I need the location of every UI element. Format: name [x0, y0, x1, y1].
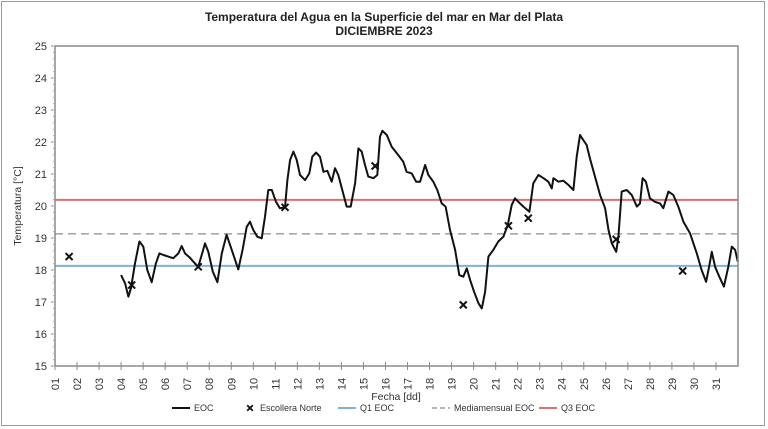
- data-point-escollera-norte: [370, 161, 380, 171]
- x-tick-label: 09: [226, 378, 238, 390]
- x-tick-label: 02: [72, 378, 84, 390]
- series-layer: [64, 129, 739, 310]
- data-point-escollera-norte: [459, 300, 468, 310]
- x-tick-label: 03: [94, 378, 106, 390]
- x-tick-label: 14: [336, 378, 348, 390]
- x-axis-label: Fecha [dd]: [371, 391, 421, 403]
- y-tick-label: 15: [35, 361, 47, 373]
- y-tick-label: 19: [35, 233, 47, 245]
- x-tick-label: 20: [469, 378, 481, 390]
- chart-subtitle: DICIEMBRE 2023: [335, 24, 433, 38]
- data-point-escollera-norte: [64, 252, 74, 261]
- data-point-escollera-norte: [611, 235, 621, 244]
- x-tick-label: 22: [513, 378, 525, 390]
- x-tick-label: 27: [623, 378, 635, 390]
- legend-label: EOC: [194, 403, 214, 413]
- x-tick-label: 17: [403, 378, 415, 390]
- x-tick-label: 05: [138, 378, 150, 390]
- x-tick-label: 26: [601, 378, 613, 390]
- x-tick-label: 31: [711, 378, 723, 390]
- x-tick-label: 29: [667, 378, 679, 390]
- x-tick-label: 28: [645, 378, 657, 390]
- x-tick-label: 01: [50, 378, 62, 390]
- legend-label: Escollera Norte: [260, 403, 322, 413]
- x-tick-label: 04: [116, 378, 128, 390]
- y-tick-label: 24: [35, 73, 47, 85]
- data-point-escollera-norte: [678, 266, 687, 276]
- y-axis: 15 16 17 18 19 20 21 22 23 24 25: [35, 41, 55, 373]
- data-point-escollera-norte: [504, 221, 513, 231]
- x-tick-label: 15: [358, 378, 370, 390]
- data-point-escollera-norte: [280, 203, 290, 212]
- x-tick-label: 21: [491, 378, 503, 390]
- legend-label: Q1 EOC: [360, 403, 395, 413]
- x-tick-label: 07: [182, 378, 194, 390]
- y-tick-label: 25: [35, 41, 47, 53]
- y-tick-label: 23: [35, 105, 47, 117]
- data-point-escollera-norte: [127, 280, 136, 290]
- data-point-escollera-norte: [524, 213, 533, 223]
- x-tick-label: 23: [535, 378, 547, 390]
- legend-label: Q3 EOC: [561, 403, 596, 413]
- legend-marker-icon: [246, 404, 254, 412]
- y-tick-label: 20: [35, 201, 47, 213]
- y-tick-label: 22: [35, 137, 47, 149]
- x-axis: 01 02 03 04 05 06 07 08 09 10 11 12 13 14 15 16 17 18 19 20…: [50, 362, 723, 390]
- y-tick-label: 21: [35, 169, 47, 181]
- legend-label: Mediamensual EOC: [454, 403, 535, 413]
- chart-title: Temperatura del Agua en la Superficie de…: [205, 10, 563, 24]
- x-tick-label: 24: [557, 378, 569, 390]
- legend: EOC Escollera Norte Q1 EOC Mediamensual EOC…: [172, 403, 596, 413]
- y-tick-label: 17: [35, 297, 47, 309]
- x-tick-label: 06: [160, 378, 172, 390]
- x-tick-label: 30: [689, 378, 701, 390]
- x-tick-label: 11: [270, 378, 282, 389]
- x-tick-label: 16: [380, 378, 392, 390]
- x-tick-label: 18: [425, 378, 437, 390]
- x-tick-label: 10: [248, 378, 260, 390]
- x-tick-label: 12: [292, 378, 304, 390]
- x-tick-label: 08: [204, 378, 216, 390]
- data-point-escollera-norte: [194, 262, 203, 272]
- y-tick-label: 18: [35, 265, 47, 277]
- x-tick-label: 19: [447, 378, 459, 390]
- y-axis-label: Temperatura [°C]: [12, 166, 24, 246]
- series-line-eoc: [120, 129, 739, 310]
- x-tick-label: 25: [579, 378, 591, 390]
- reference-lines: [55, 198, 738, 267]
- x-tick-label: 13: [314, 378, 326, 390]
- y-tick-label: 16: [35, 329, 47, 341]
